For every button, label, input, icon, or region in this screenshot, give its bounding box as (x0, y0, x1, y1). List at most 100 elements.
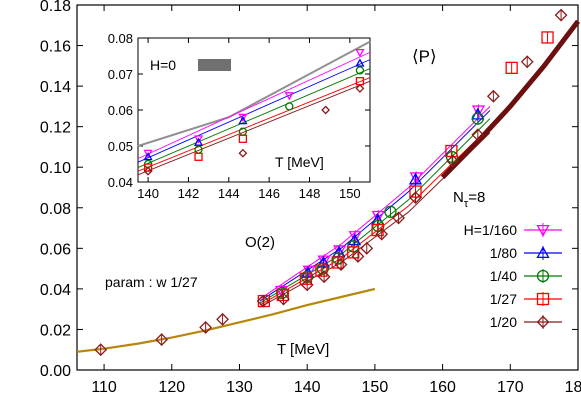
x-tick-label: 140 (294, 379, 321, 396)
data-point (199, 320, 213, 334)
legend-marker (536, 246, 550, 259)
data-point (541, 31, 554, 44)
y-tick-label: 0.04 (40, 282, 71, 299)
x-tick-label: 110 (91, 379, 117, 396)
legend-rows: H=1/160 1/80 1/40 1/27 1/20 (464, 222, 562, 330)
x-tick-label: 170 (497, 379, 524, 396)
inset-data-point (238, 113, 248, 123)
inset-data-point (238, 115, 248, 125)
inset-y-tick-label: 0.06 (108, 103, 133, 118)
y-tick-label: 0.06 (40, 241, 71, 258)
y-tick-label: 0.16 (40, 39, 71, 56)
inset-y-tick-label: 0.04 (108, 175, 133, 190)
y-tick-label: 0.18 (40, 0, 71, 15)
y-tick-label: 0.02 (40, 322, 71, 339)
inset-fit-line (137, 77, 371, 172)
inset-data-point (355, 66, 365, 75)
legend-header: Nτ=8 (453, 189, 485, 210)
data-point (446, 154, 460, 168)
inset-data-point (143, 166, 153, 176)
legend-label: H=1/160 (464, 222, 518, 238)
data-point (351, 250, 365, 263)
inset-data-point (194, 152, 203, 161)
x-tick-label: 130 (226, 379, 253, 396)
o2-label: O(2) (245, 234, 275, 251)
inset-legend: H=0 (150, 57, 231, 73)
data-point (276, 288, 289, 302)
x-tick-label: 180 (565, 379, 581, 396)
inset-x-axis-label: T [MeV] (275, 154, 324, 170)
data-point (316, 262, 329, 275)
x-tick-label: 120 (158, 379, 185, 396)
data-point (331, 256, 344, 269)
data-point (360, 241, 374, 255)
inset-fit-line (137, 68, 371, 169)
inset-data-point (193, 135, 204, 144)
inset-fit-line (137, 59, 371, 163)
legend: Nτ=8 H=1/160 1/80 1/40 1/27 1/20 (453, 189, 562, 330)
data-point (316, 255, 331, 268)
data-point (94, 343, 108, 357)
inset-data-point (321, 105, 331, 115)
y-tick-label: 0.08 (40, 201, 71, 218)
inset-data-point (355, 48, 365, 58)
inset-x-tick-label: 146 (258, 186, 280, 201)
inset-fit-line (137, 51, 371, 160)
data-point (277, 292, 290, 306)
data-point (520, 55, 534, 69)
data-point (274, 285, 289, 298)
param-curve (76, 287, 376, 353)
legend-label: 1/40 (490, 268, 517, 284)
inset-x-tick-label: 144 (218, 186, 240, 201)
data-point (471, 128, 485, 142)
main-x-axis-label: T [MeV] (277, 341, 329, 358)
y-tick-label: 0.14 (40, 79, 71, 96)
x-tick-label: 150 (362, 379, 389, 396)
inset-data-point (143, 151, 153, 161)
legend-label: 1/27 (490, 291, 517, 307)
inset-data-point (284, 92, 294, 101)
data-point (300, 278, 314, 292)
data-point (375, 227, 389, 241)
data-point (554, 8, 568, 22)
inset-x-tick-label: 148 (299, 186, 321, 201)
y-tick-label: 0.12 (40, 120, 71, 137)
inset-x-tick-label: 142 (178, 186, 200, 201)
inset-data-point (238, 134, 248, 143)
inset-data-point (193, 137, 204, 146)
inset-plot-area: 140 142 144 146 148 150 0.04 0.05 0.06 0.07 0.08 (108, 31, 371, 201)
observable-label: ⟨P⟩ (412, 47, 437, 66)
y-tick-label: 0.10 (40, 160, 71, 177)
data-point (505, 61, 518, 75)
data-point (216, 312, 229, 326)
h0-band (440, 19, 580, 180)
data-point (392, 211, 406, 225)
data-point (275, 286, 289, 300)
inset-legend-label: H=0 (150, 57, 176, 73)
inset-data-point (143, 163, 153, 172)
data-point (332, 252, 345, 265)
data-point (299, 272, 312, 285)
legend-marker (536, 315, 550, 329)
inset-x-tick-label: 150 (339, 186, 361, 201)
data-point (334, 258, 348, 271)
data-point (486, 89, 500, 103)
data-point (256, 294, 270, 308)
inset-data-point (143, 149, 153, 159)
data-point (371, 210, 385, 223)
param-label: param : w 1/27 (105, 274, 198, 290)
data-point (409, 191, 422, 205)
data-point (384, 205, 397, 218)
legend-label: 1/80 (490, 245, 517, 261)
inset-x-tick-label: 140 (137, 186, 159, 201)
inset-data-point (355, 58, 365, 67)
data-point (471, 105, 486, 118)
data-point (317, 270, 331, 284)
x-tick-label: 160 (429, 379, 456, 396)
legend-marker (536, 292, 550, 306)
inset-y-tick-label: 0.05 (108, 139, 133, 154)
y-tick-label: 0.00 (40, 363, 71, 380)
inset-legend-swatch (198, 59, 231, 71)
